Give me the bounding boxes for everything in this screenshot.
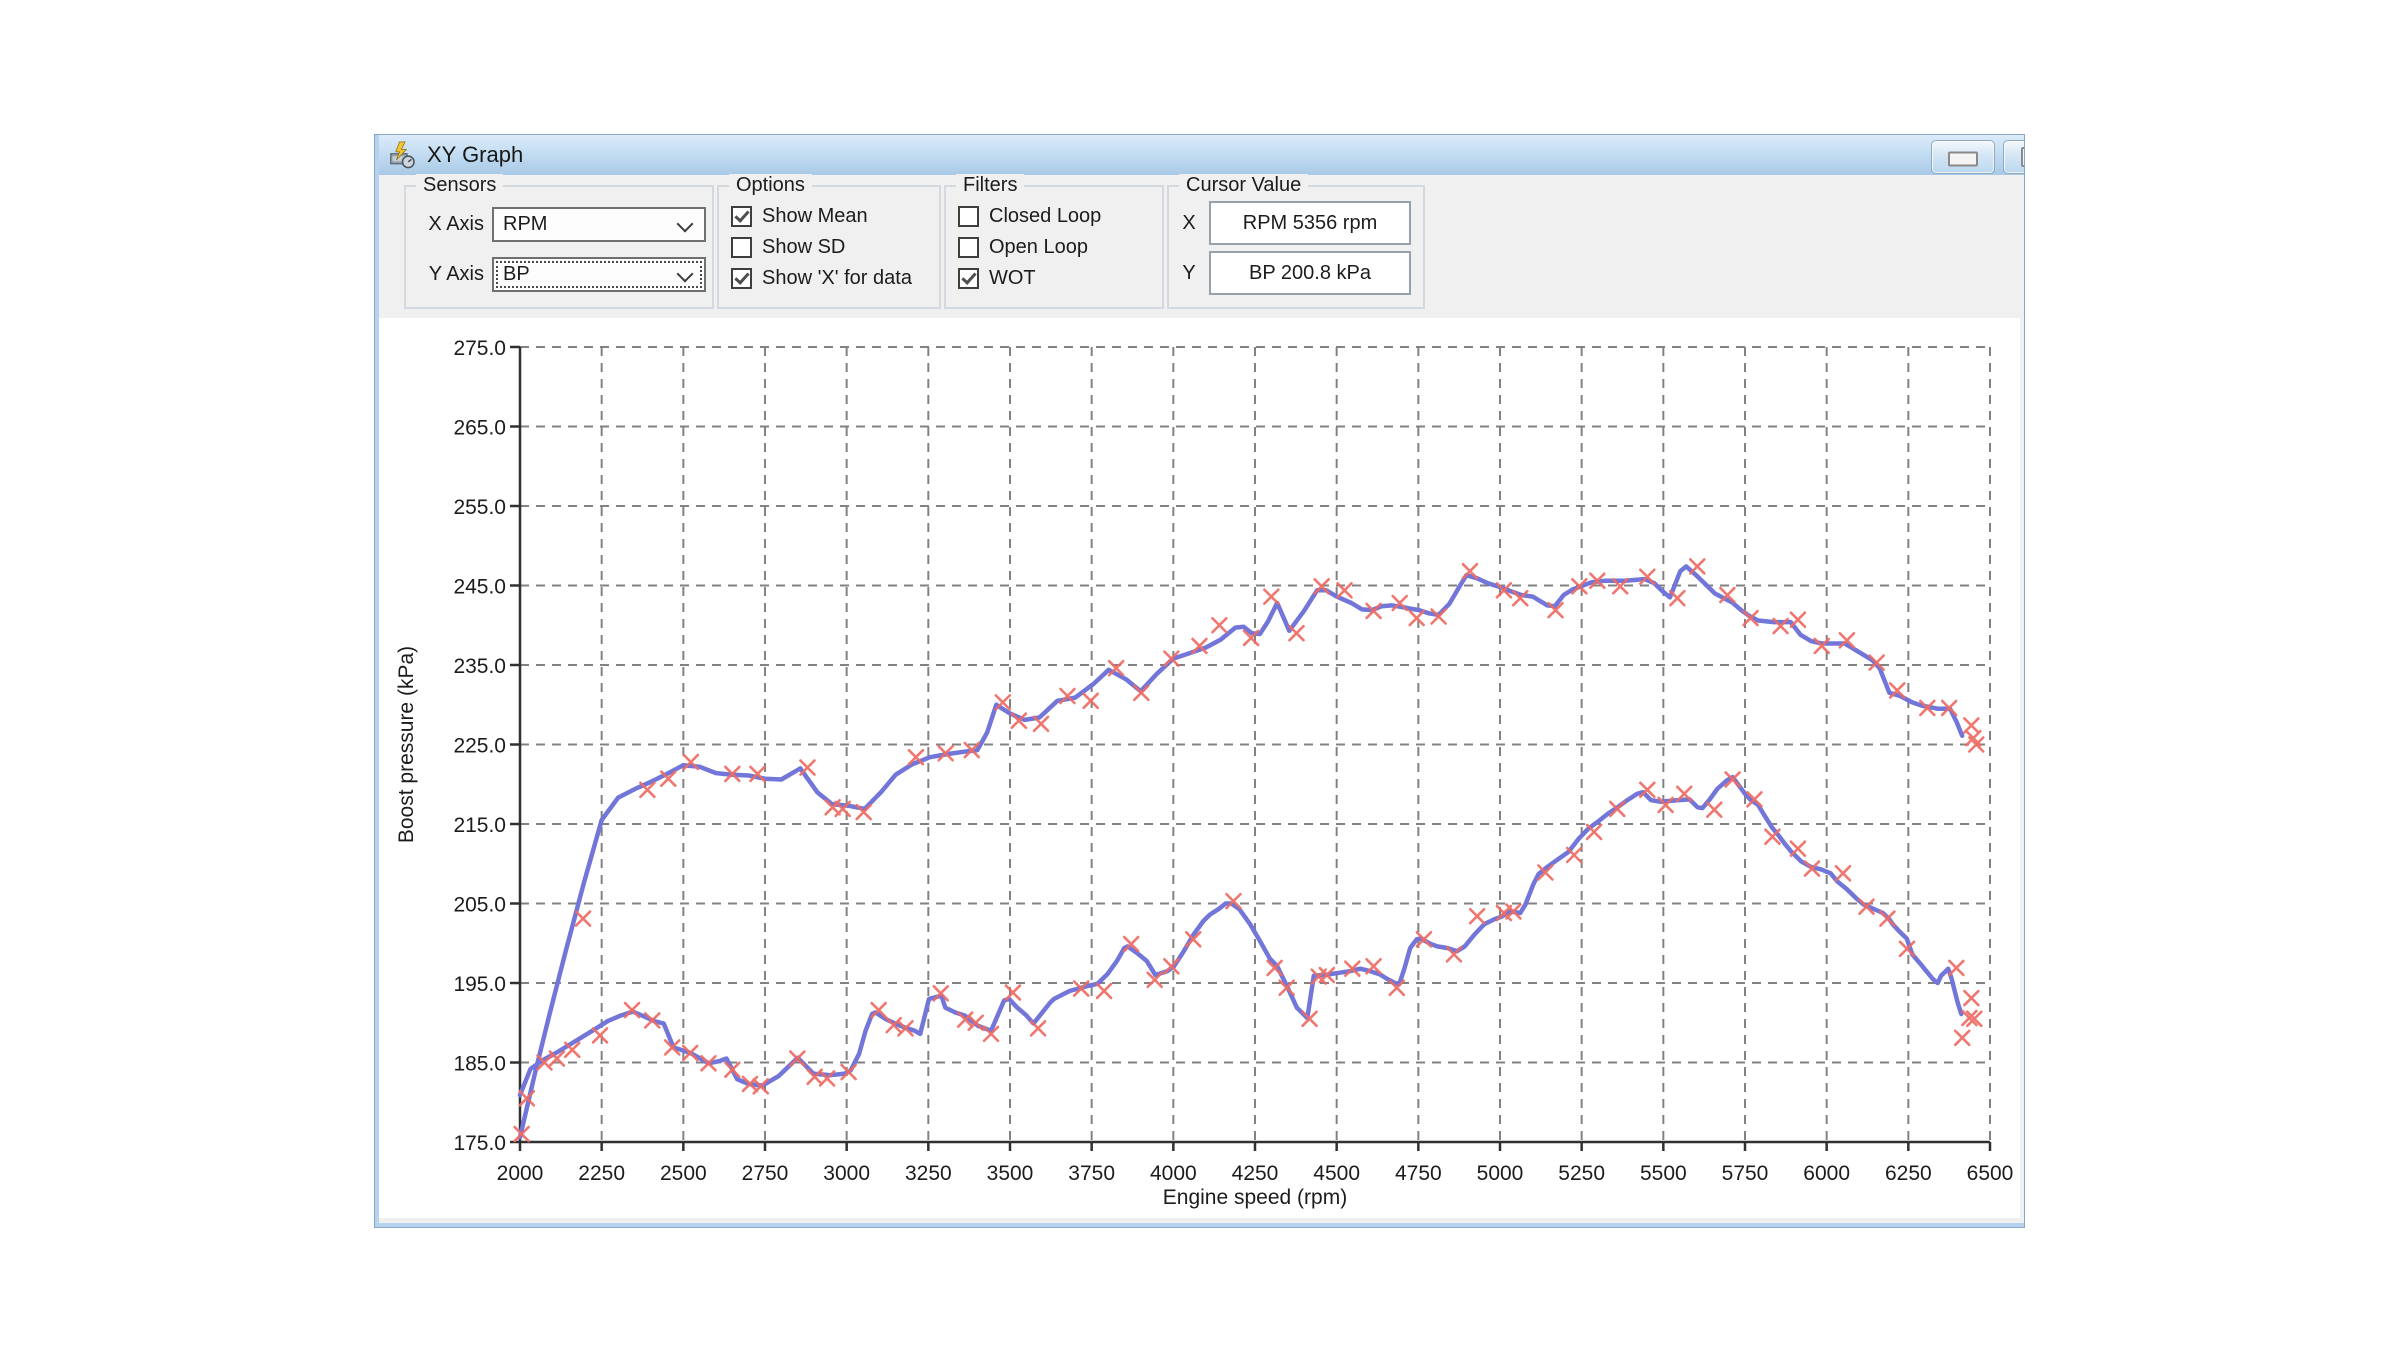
xy-graph-window: XY Graph Sensors X Axis RPM Y Axis (375, 135, 2024, 1227)
app-icon (387, 140, 417, 170)
svg-text:3250: 3250 (905, 1162, 952, 1185)
checkbox-label: Show SD (762, 236, 845, 259)
markers-lower-data-x (515, 772, 1982, 1141)
window-title: XY Graph (427, 142, 523, 168)
x-axis-title: Engine speed (rpm) (1163, 1186, 1347, 1209)
svg-text:245.0: 245.0 (453, 576, 506, 599)
checkbox-icon (731, 206, 752, 227)
minimize-button[interactable] (1931, 140, 1995, 174)
svg-text:235.0: 235.0 (453, 655, 506, 678)
y-axis-row: Y Axis BP (406, 257, 712, 292)
markers-upper-data-x (576, 559, 1983, 925)
checkbox-label: Closed Loop (989, 205, 1101, 228)
maximize-icon (2021, 147, 2024, 167)
svg-text:185.0: 185.0 (453, 1053, 506, 1076)
svg-text:5500: 5500 (1640, 1162, 1687, 1185)
svg-text:265.0: 265.0 (453, 417, 506, 440)
closed-loop-checkbox-row[interactable]: Closed Loop (958, 203, 1101, 229)
minimize-icon (1948, 151, 1978, 166)
svg-text:275.0: 275.0 (453, 337, 506, 360)
y-axis-title: Boost pressure (kPa) (395, 646, 418, 843)
svg-text:4250: 4250 (1232, 1162, 1279, 1185)
x-axis-combobox[interactable]: RPM (492, 207, 706, 242)
cursor-x-value-field: RPM 5356 rpm (1209, 201, 1411, 245)
x-axis-selected-value: RPM (503, 213, 547, 235)
cursor-y-row: Y BP 200.8 kPa (1169, 251, 1411, 295)
checkbox-label: Show Mean (762, 205, 868, 228)
cursor-value-group-title: Cursor Value (1179, 174, 1308, 197)
y-axis-label: Y Axis (406, 263, 484, 286)
svg-text:3750: 3750 (1068, 1162, 1115, 1185)
svg-text:2250: 2250 (578, 1162, 625, 1185)
y-axis-selected-value: BP (503, 263, 530, 285)
checkbox-icon (958, 268, 979, 289)
svg-text:175.0: 175.0 (453, 1132, 506, 1155)
svg-text:215.0: 215.0 (453, 814, 506, 837)
options-group: Options Show Mean Show SD Show 'X' for d… (717, 185, 941, 309)
wot-checkbox-row[interactable]: WOT (958, 265, 1036, 291)
checkbox-label: Open Loop (989, 236, 1088, 259)
svg-text:3500: 3500 (987, 1162, 1034, 1185)
svg-text:5250: 5250 (1558, 1162, 1605, 1185)
maximize-button[interactable] (2003, 140, 2024, 174)
svg-text:4000: 4000 (1150, 1162, 1197, 1185)
filters-group: Filters Closed Loop Open Loop WOT (944, 185, 1164, 309)
svg-text:225.0: 225.0 (453, 735, 506, 758)
svg-text:4750: 4750 (1395, 1162, 1442, 1185)
xy-plot-svg: 175.0 185.0 195.0 205.0 215.0 225.0 235.0 245.0… (379, 318, 2020, 1218)
svg-text:2750: 2750 (742, 1162, 789, 1185)
axes (510, 347, 1990, 1151)
checkbox-label: Show 'X' for data (762, 267, 912, 290)
svg-text:6500: 6500 (1967, 1162, 2014, 1185)
xy-plot-area[interactable]: 175.0 185.0 195.0 205.0 215.0 225.0 235.0 245.0… (379, 318, 2020, 1218)
svg-text:2500: 2500 (660, 1162, 707, 1185)
window-buttons (1931, 140, 2024, 174)
title-bar[interactable]: XY Graph (379, 135, 2024, 176)
chevron-down-icon (677, 216, 694, 233)
svg-text:6250: 6250 (1885, 1162, 1932, 1185)
open-loop-checkbox-row[interactable]: Open Loop (958, 234, 1088, 260)
x-axis-label: X Axis (406, 213, 484, 236)
svg-text:2000: 2000 (497, 1162, 544, 1185)
cursor-x-value: RPM 5356 rpm (1243, 212, 1378, 235)
cursor-x-row: X RPM 5356 rpm (1169, 201, 1411, 245)
svg-text:205.0: 205.0 (453, 894, 506, 917)
cursor-x-label: X (1169, 212, 1209, 235)
y-tick-labels: 175.0 185.0 195.0 205.0 215.0 225.0 235.0 245.0… (453, 337, 506, 1155)
filters-group-title: Filters (956, 174, 1024, 197)
svg-text:4500: 4500 (1313, 1162, 1360, 1185)
cursor-value-group: Cursor Value X RPM 5356 rpm Y BP 200.8 k… (1167, 185, 1425, 309)
show-mean-checkbox-row[interactable]: Show Mean (731, 203, 868, 229)
cursor-y-label: Y (1169, 262, 1209, 285)
svg-text:195.0: 195.0 (453, 973, 506, 996)
svg-text:5000: 5000 (1477, 1162, 1524, 1185)
options-group-title: Options (729, 174, 812, 197)
x-tick-labels: 2000 2250 2500 2750 3000 3250 3500 3750 4000 4250… (497, 1162, 2014, 1185)
grid-lines (520, 347, 1990, 1142)
checkbox-icon (731, 237, 752, 258)
cursor-y-value-field: BP 200.8 kPa (1209, 251, 1411, 295)
show-sd-checkbox-row[interactable]: Show SD (731, 234, 845, 260)
control-strip: Sensors X Axis RPM Y Axis BP (379, 175, 2024, 318)
y-axis-combobox[interactable]: BP (492, 257, 706, 292)
sensors-group: Sensors X Axis RPM Y Axis BP (404, 185, 714, 309)
svg-text:5750: 5750 (1722, 1162, 1769, 1185)
cursor-y-value: BP 200.8 kPa (1249, 262, 1371, 285)
chevron-down-icon (677, 266, 694, 283)
svg-text:255.0: 255.0 (453, 496, 506, 519)
svg-text:3000: 3000 (823, 1162, 870, 1185)
checkbox-label: WOT (989, 267, 1036, 290)
x-axis-row: X Axis RPM (406, 207, 712, 242)
desktop: XY Graph Sensors X Axis RPM Y Axis (0, 0, 2400, 1350)
checkbox-icon (731, 268, 752, 289)
checkbox-icon (958, 237, 979, 258)
show-x-for-data-checkbox-row[interactable]: Show 'X' for data (731, 265, 912, 291)
sensors-group-title: Sensors (416, 174, 503, 197)
checkbox-icon (958, 206, 979, 227)
svg-text:6000: 6000 (1803, 1162, 1850, 1185)
